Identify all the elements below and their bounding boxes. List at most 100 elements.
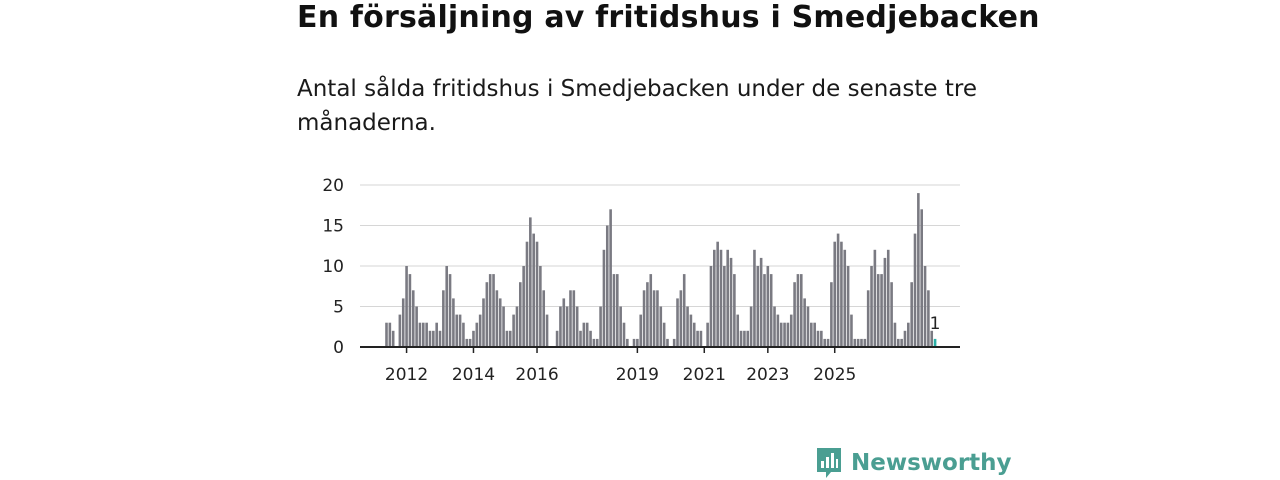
bar bbox=[609, 209, 612, 347]
bar bbox=[796, 274, 800, 347]
bar bbox=[539, 266, 542, 347]
bar bbox=[726, 249, 729, 347]
bar bbox=[599, 306, 602, 347]
bar bbox=[519, 282, 522, 347]
bar bbox=[806, 306, 810, 347]
bar bbox=[686, 306, 689, 347]
bar bbox=[789, 314, 793, 347]
bar bbox=[589, 330, 592, 347]
bar bbox=[900, 338, 903, 347]
bar bbox=[555, 330, 559, 347]
bar bbox=[465, 338, 469, 347]
bar bbox=[488, 274, 492, 347]
bar bbox=[569, 290, 572, 347]
bar bbox=[823, 338, 826, 347]
bar bbox=[612, 274, 616, 347]
x-tick-label: 2021 bbox=[683, 365, 726, 385]
bar bbox=[579, 330, 582, 347]
bar bbox=[763, 274, 766, 347]
bar bbox=[388, 322, 392, 347]
bar bbox=[605, 225, 609, 347]
bar bbox=[502, 306, 505, 347]
bar bbox=[766, 266, 770, 347]
bar bbox=[405, 266, 408, 347]
bar bbox=[733, 274, 736, 347]
bar bbox=[689, 314, 693, 347]
bar bbox=[415, 306, 418, 347]
bar bbox=[652, 290, 656, 347]
bar bbox=[535, 241, 539, 347]
bar bbox=[739, 330, 743, 347]
bar bbox=[529, 217, 532, 347]
bar bbox=[478, 314, 482, 347]
bar bbox=[890, 282, 893, 347]
bar bbox=[522, 266, 525, 347]
bar bbox=[408, 274, 412, 347]
bar bbox=[585, 322, 589, 347]
bar bbox=[411, 290, 415, 347]
bar bbox=[595, 338, 599, 347]
x-tick-label: 2023 bbox=[746, 365, 789, 385]
bar bbox=[907, 322, 910, 347]
bar bbox=[830, 282, 833, 347]
x-tick-label: 2014 bbox=[452, 365, 495, 385]
bar bbox=[749, 306, 753, 347]
bar bbox=[692, 322, 696, 347]
bar bbox=[930, 330, 934, 347]
bar bbox=[699, 330, 703, 347]
bar bbox=[682, 274, 686, 347]
bar bbox=[438, 330, 442, 347]
bar bbox=[826, 338, 830, 347]
last-value-label: 1 bbox=[930, 314, 941, 334]
bar bbox=[448, 274, 452, 347]
bar bbox=[860, 338, 863, 347]
bar bbox=[927, 290, 930, 347]
bar bbox=[565, 306, 569, 347]
bar bbox=[913, 233, 917, 347]
bar bbox=[846, 266, 850, 347]
bar bbox=[880, 274, 883, 347]
bar bbox=[676, 298, 679, 347]
y-tick-label: 15 bbox=[322, 217, 344, 237]
bar bbox=[602, 249, 606, 347]
bar bbox=[515, 306, 519, 347]
bar bbox=[716, 241, 719, 347]
bar bbox=[391, 330, 395, 347]
bar bbox=[495, 290, 499, 347]
bar bbox=[876, 274, 880, 347]
bar bbox=[385, 322, 388, 347]
y-tick-label: 0 bbox=[333, 338, 344, 358]
bar bbox=[646, 282, 649, 347]
bar bbox=[850, 314, 853, 347]
bar bbox=[418, 322, 422, 347]
bar bbox=[746, 330, 750, 347]
bar bbox=[472, 330, 475, 347]
bar bbox=[642, 290, 646, 347]
bar bbox=[779, 322, 783, 347]
bar bbox=[836, 233, 840, 347]
bar bbox=[442, 290, 445, 347]
bar bbox=[776, 314, 780, 347]
bar bbox=[462, 322, 465, 347]
bar bbox=[452, 298, 455, 347]
bar bbox=[575, 306, 579, 347]
bar bbox=[833, 241, 837, 347]
bar bbox=[783, 322, 786, 347]
bar bbox=[736, 314, 740, 347]
bar bbox=[498, 298, 502, 347]
bar bbox=[820, 330, 823, 347]
bar bbox=[508, 330, 512, 347]
bar bbox=[512, 314, 515, 347]
bar bbox=[729, 257, 733, 347]
bar bbox=[719, 249, 723, 347]
bar bbox=[696, 330, 699, 347]
bar bbox=[886, 249, 890, 347]
bar bbox=[619, 306, 622, 347]
bar bbox=[422, 322, 425, 347]
bar bbox=[445, 266, 449, 347]
newsworthy-logo[interactable]: Newsworthy bbox=[815, 446, 1012, 480]
bar bbox=[545, 314, 549, 347]
bar bbox=[866, 290, 870, 347]
bar bbox=[656, 290, 659, 347]
